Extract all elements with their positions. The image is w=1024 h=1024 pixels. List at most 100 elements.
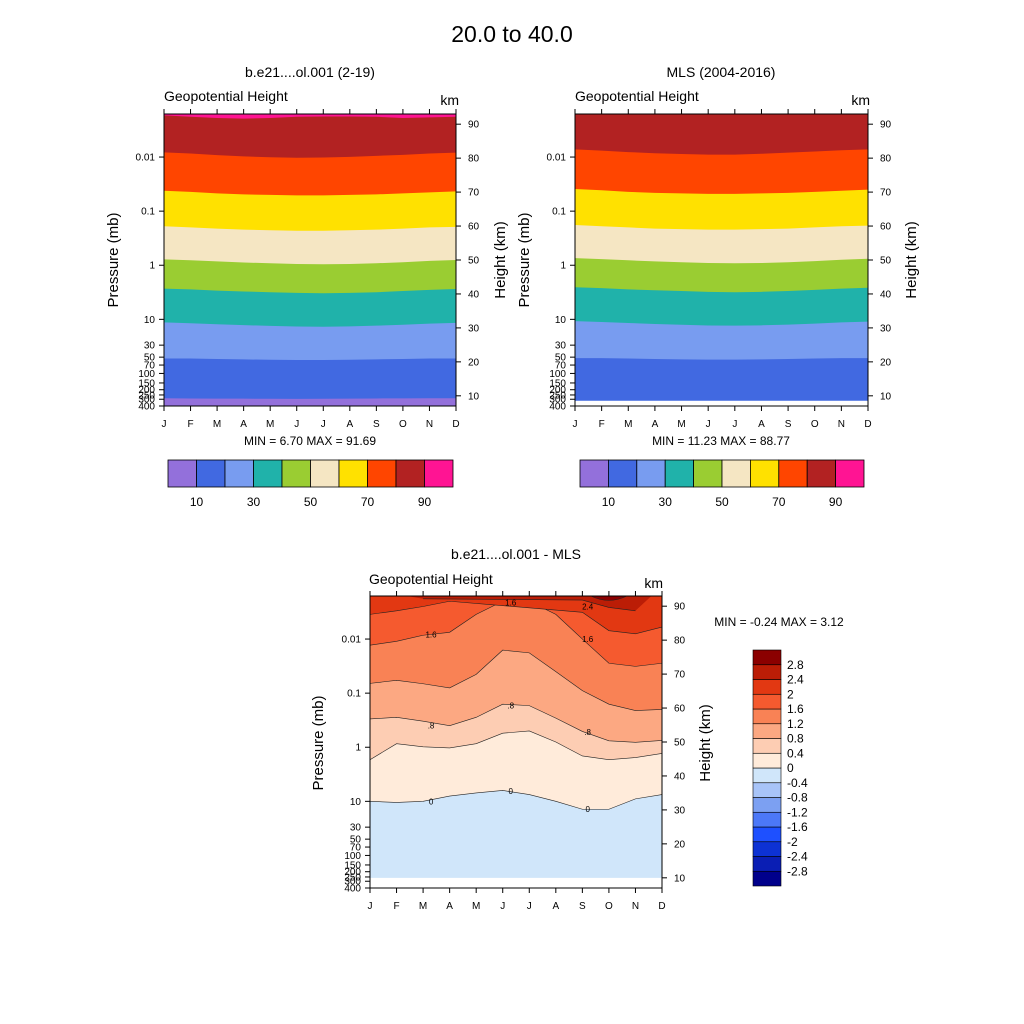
contour-label: 0: [585, 805, 590, 814]
stats-text: MIN = 11.23 MAX = 88.77: [652, 434, 790, 448]
x-tick-label: J: [527, 901, 532, 912]
y-tick-label: 250: [549, 390, 566, 401]
colorbar-swatch: [253, 459, 283, 488]
colorbar-label: -1.2: [787, 805, 808, 819]
colorbar-swatch: [752, 679, 782, 695]
y-tick-label: 250: [138, 390, 155, 401]
panel-title: b.e21....ol.001 (2-19): [245, 64, 375, 80]
x-tick-label: S: [785, 419, 792, 430]
y-tick-label: 0.1: [141, 207, 155, 218]
colorbar-label: 10: [190, 495, 204, 509]
contour-line: [370, 730, 662, 761]
x-tick-label: A: [652, 419, 659, 430]
y-right-tick-label: 50: [468, 256, 480, 267]
x-tick-label: J: [500, 901, 505, 912]
colorbar-label: 90: [418, 495, 432, 509]
colorbar-label: 0.4: [787, 746, 804, 760]
y-tick-label: 30: [350, 823, 362, 834]
y-tick-label: 10: [144, 315, 156, 326]
y-axis-label: Pressure (mb): [516, 212, 533, 307]
colorbar-swatch: [752, 664, 782, 680]
y-axis-label: Pressure (mb): [105, 212, 122, 307]
colorbar-swatch: [721, 459, 751, 488]
x-tick-label: S: [373, 419, 380, 430]
y-right-tick-label: 80: [880, 154, 892, 165]
colorbar-swatch: [752, 841, 782, 857]
colorbar-swatch: [752, 826, 782, 843]
colorbar-label: 2: [787, 687, 794, 701]
x-tick-label: O: [811, 419, 819, 430]
x-tick-label: O: [605, 901, 613, 912]
y-tick-label: 300: [344, 877, 361, 888]
colorbar-swatch: [752, 649, 782, 666]
colorbar-label: 1.2: [787, 717, 804, 731]
y-tick-label: 100: [549, 369, 566, 380]
x-tick-label: A: [758, 419, 765, 430]
panel-mls: MLS (2004-2016) Geopotential Height km P…: [516, 64, 920, 509]
y-tick-label: 200: [344, 867, 361, 878]
x-tick-label: D: [452, 419, 459, 430]
y-tick-label: 50: [144, 353, 156, 364]
panel-right-unit: km: [440, 92, 459, 108]
colorbar-label: 2.8: [787, 658, 804, 672]
y-tick-label: 0.1: [347, 689, 361, 700]
y-right-tick-label: 60: [674, 704, 686, 715]
colorbar-label: 10: [602, 495, 616, 509]
x-tick-label: M: [213, 419, 221, 430]
colorbar-swatch: [752, 738, 782, 754]
colorbar-label: -0.8: [787, 791, 808, 805]
y-right-tick-label: 80: [468, 154, 480, 165]
x-tick-label: N: [838, 419, 845, 430]
plot-area: [575, 114, 868, 406]
contour-label: 1.6: [425, 630, 437, 639]
y-right-tick-label: 50: [880, 256, 892, 267]
x-tick-label: M: [677, 419, 685, 430]
missing-data-region: [575, 400, 868, 406]
stats-text: MIN = 6.70 MAX = 91.69: [244, 434, 376, 448]
x-tick-label: J: [368, 901, 373, 912]
y-right-tick-label: 20: [468, 357, 480, 368]
plot-area: 0 0 0 .8 .8 .8 1.6 1.6 1.6 2.4: [370, 596, 662, 888]
y-right-tick-label: 70: [880, 188, 892, 199]
panel-title: b.e21....ol.001 - MLS: [451, 546, 581, 562]
x-tick-label: A: [446, 901, 453, 912]
colorbar-swatch: [395, 459, 425, 488]
colorbar-label: 0: [787, 761, 794, 775]
contour-label: .8: [507, 702, 514, 711]
y-right-tick-label: 60: [468, 222, 480, 233]
y-tick-label: 150: [344, 860, 361, 871]
colorbar-label: 70: [772, 495, 786, 509]
y-tick-label: 70: [144, 361, 156, 372]
contour-line: [370, 790, 662, 810]
colorbar-swatch: [693, 459, 723, 488]
y-tick-label: 10: [350, 797, 362, 808]
panel-right-unit: km: [644, 575, 663, 591]
colorbar-swatch: [752, 870, 782, 887]
x-tick-label: M: [472, 901, 480, 912]
y-right-tick-label: 70: [674, 670, 686, 681]
colorbar-swatch: [579, 459, 609, 488]
colorbar-swatch: [196, 459, 226, 488]
colorbar-swatch: [224, 459, 254, 488]
x-tick-label: D: [864, 419, 871, 430]
y-right-tick-label: 20: [674, 839, 686, 850]
colorbar-label: 2.4: [787, 673, 804, 687]
colorbar-label: 50: [304, 495, 318, 509]
colorbar-swatch: [367, 459, 397, 488]
colorbar-swatch: [752, 797, 782, 813]
y-right-tick-label: 80: [674, 636, 686, 647]
colorbar-swatch: [752, 752, 782, 769]
colorbar-swatch: [636, 459, 666, 488]
contour-region: [370, 596, 662, 634]
x-tick-label: F: [187, 419, 193, 430]
y-tick-label: 300: [549, 395, 566, 406]
x-tick-label: A: [346, 419, 353, 430]
contour-line: [370, 649, 662, 711]
y-tick-label: 400: [138, 402, 155, 413]
plot-area: [164, 114, 456, 406]
colorbar-swatch: [424, 459, 454, 488]
contour-region: [164, 114, 456, 158]
colorbar-swatch: [778, 459, 808, 488]
colorbar-swatch: [310, 459, 340, 488]
